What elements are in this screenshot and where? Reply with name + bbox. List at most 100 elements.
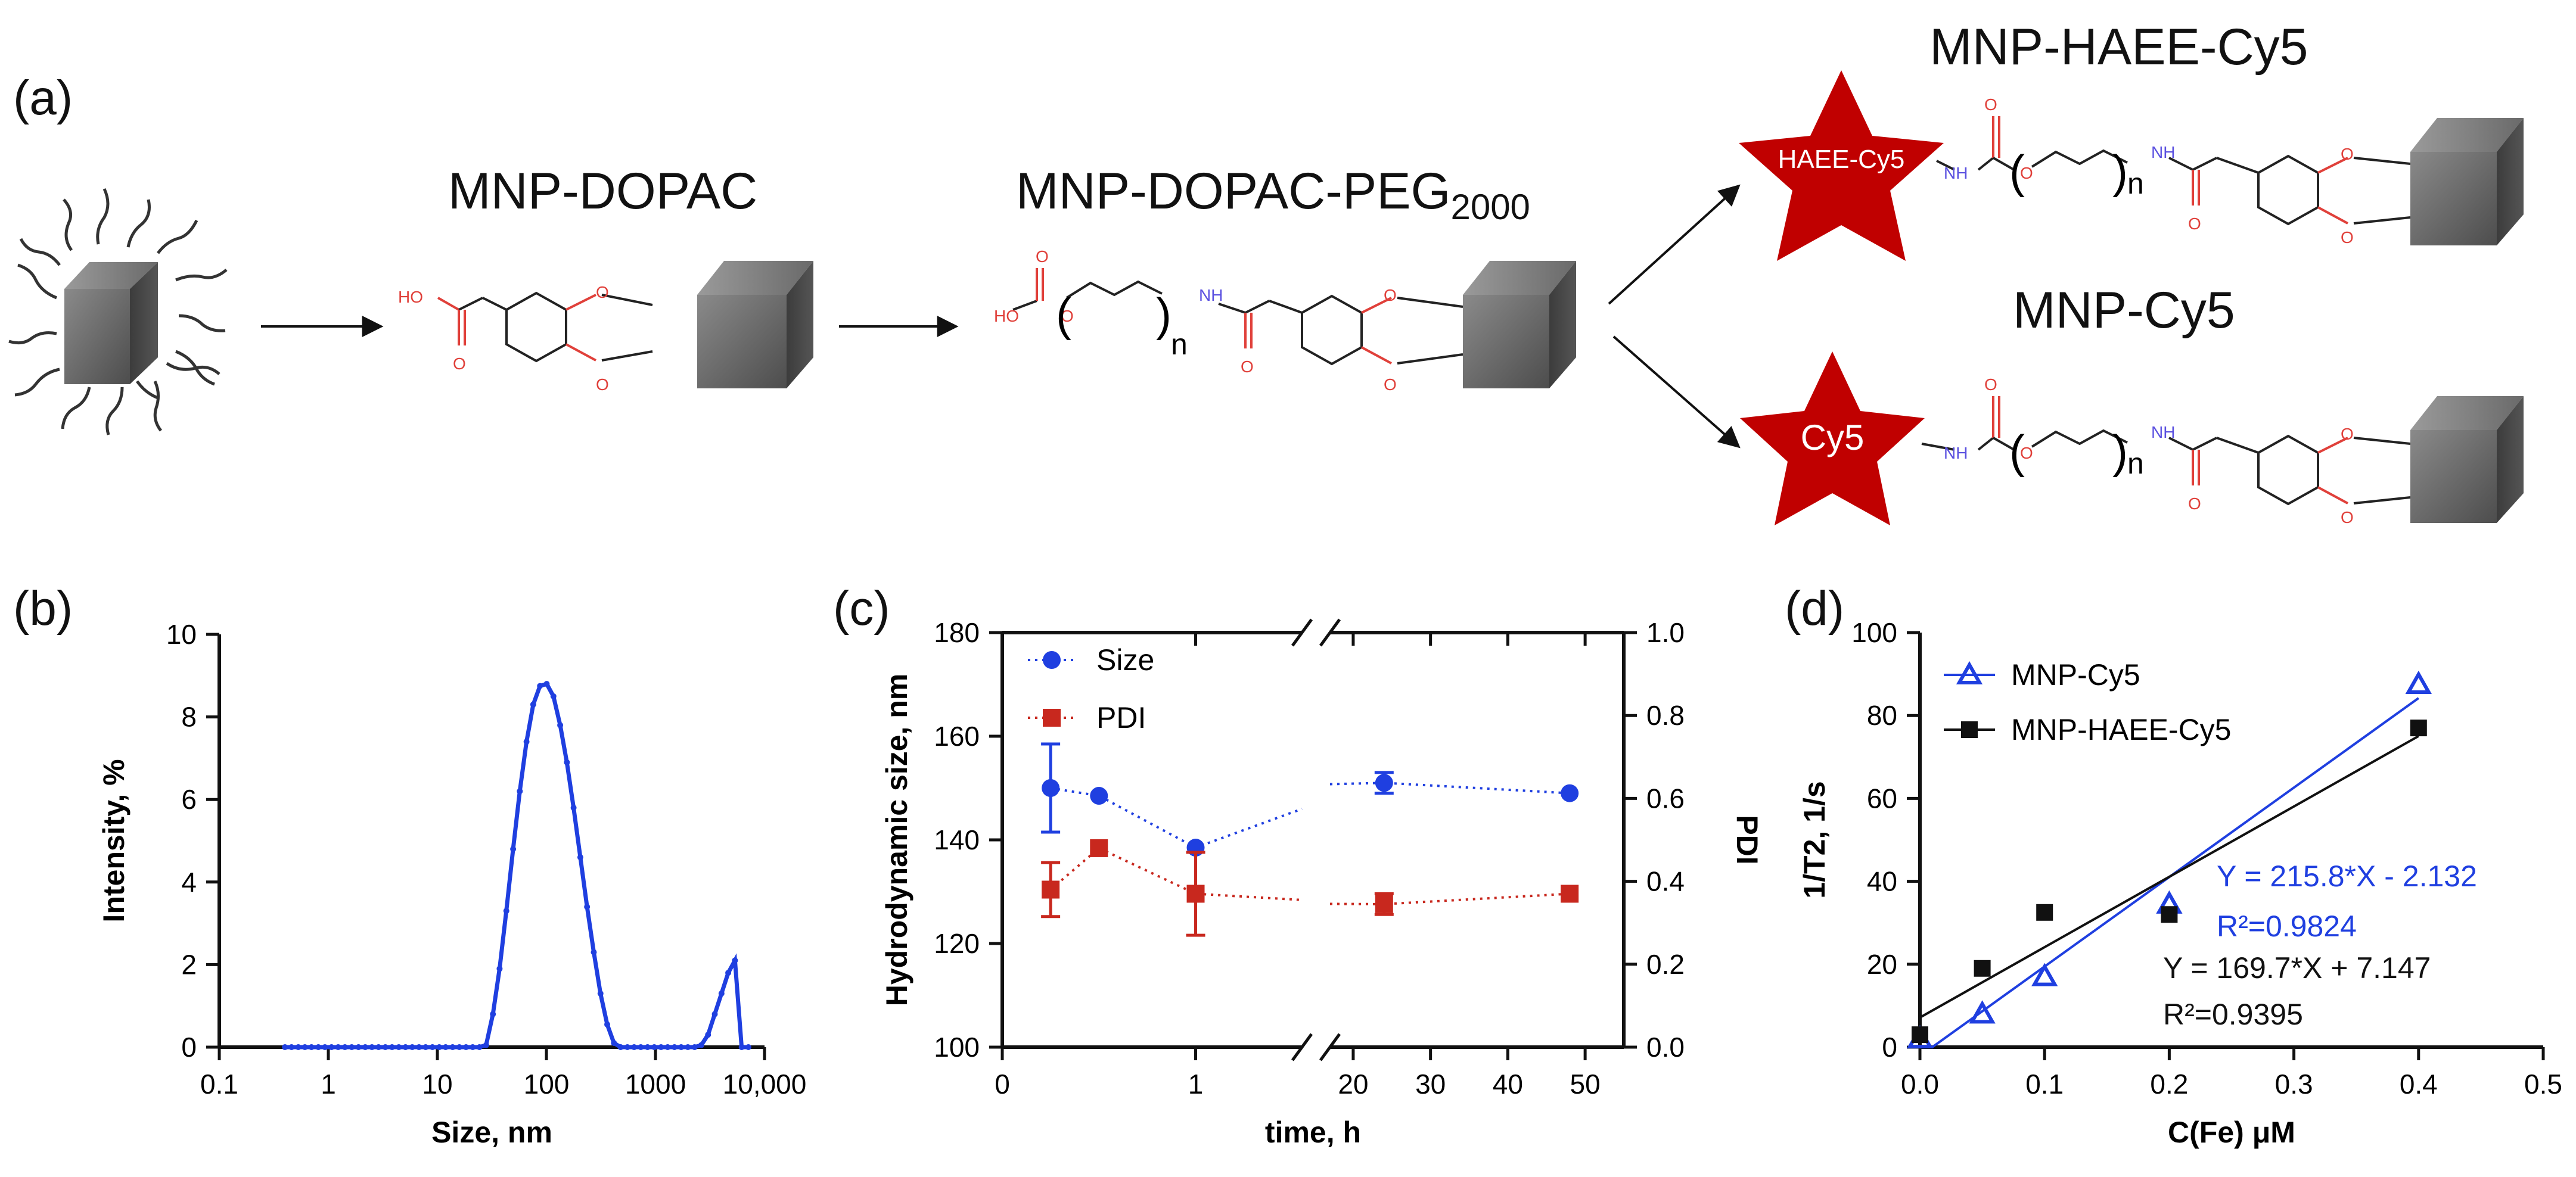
legend-marker-size: [1043, 651, 1061, 669]
y-axis-title: Intensity, %: [97, 759, 130, 922]
x-tick-label: 0.0: [1901, 1069, 1939, 1100]
x-tick-label: 0.5: [2524, 1069, 2562, 1100]
y-tick-label-right: 0.2: [1646, 949, 1685, 980]
data-point-pdi: [1186, 885, 1205, 903]
data-point: [617, 1044, 624, 1050]
data-point: [483, 1042, 489, 1048]
data-point-size: [1042, 779, 1060, 797]
y-tick-label: 60: [1867, 783, 1897, 814]
paren-open-3: (: [2009, 425, 2025, 478]
y-tick-label: 4: [181, 867, 197, 898]
data-point: [322, 1044, 328, 1050]
data-point: [476, 1044, 483, 1050]
series-line-intensity: [285, 681, 748, 1050]
data-point: [705, 1032, 711, 1038]
data-point: [678, 1044, 685, 1050]
legend-label-size: Size: [1096, 643, 1154, 677]
compound-title-mnp-dopac: MNP-DOPAC: [448, 163, 758, 220]
data-point-mnp-haee-cy5: [1974, 960, 1991, 977]
mnp-dopac-structure: [437, 291, 653, 363]
data-point: [651, 1044, 657, 1050]
atom-o-14: O: [1984, 375, 1997, 394]
data-point: [732, 957, 738, 964]
atom-ho-1: HO: [398, 288, 423, 306]
compound-title-mnp-dopac-peg: MNP-DOPAC-PEG2000: [1016, 162, 1530, 228]
cube-1: [697, 261, 813, 388]
y-axis-title-left: Hydrodynamic size, nm: [880, 674, 913, 1007]
data-point: [396, 1044, 402, 1050]
atom-o-11: O: [2188, 214, 2201, 233]
fit-line-mnp-haee-cy5: [1919, 735, 2419, 1019]
data-point: [564, 759, 570, 765]
data-point: [631, 1044, 638, 1050]
x-tick-label: 100: [524, 1069, 570, 1100]
data-point: [416, 1044, 422, 1050]
data-point: [691, 1044, 698, 1050]
atom-o-3: O: [596, 375, 609, 394]
subscript-n-2: n: [2127, 167, 2144, 200]
y-tick-label-right: 0.0: [1646, 1032, 1685, 1063]
data-point-size: [1375, 774, 1393, 792]
atom-o-9: O: [1984, 95, 1997, 114]
axis-break-mark: [1319, 618, 1341, 647]
atom-o-5: O: [1061, 307, 1074, 325]
data-point-size: [1090, 787, 1108, 805]
data-point: [664, 1044, 671, 1050]
y-tick-label: 100: [1851, 617, 1897, 648]
data-point: [402, 1044, 409, 1050]
atom-nh-5: NH: [2151, 423, 2175, 441]
y-tick-label: 0: [181, 1032, 197, 1063]
legend-label-mnp-haee-cy5: MNP-HAEE-Cy5: [2011, 713, 2231, 746]
cube-4: [2410, 396, 2524, 523]
data-point: [711, 1011, 718, 1017]
legend-label-mnp-cy5: MNP-Cy5: [2011, 658, 2140, 692]
x-tick-label: 0.2: [2150, 1069, 2188, 1100]
panel-label-d: (d): [1785, 581, 1845, 636]
data-point: [362, 1044, 368, 1050]
x-tick-label: 0.1: [2025, 1069, 2064, 1100]
atom-o-13: O: [2341, 228, 2354, 247]
data-point-size: [1186, 839, 1205, 857]
x-tick-label: 30: [1415, 1069, 1446, 1100]
atom-o-18: O: [2341, 508, 2354, 527]
data-point: [530, 701, 536, 708]
paren-open-2: (: [2009, 145, 2025, 198]
data-point-size: [1561, 784, 1579, 802]
data-point: [543, 681, 550, 687]
data-point-mnp-cy5: [1906, 1025, 1934, 1049]
mnp-haee-cy5-structure: [1936, 116, 2411, 226]
axis-break-mark: [1291, 1033, 1313, 1061]
data-point: [725, 970, 732, 976]
data-point: [550, 693, 557, 699]
data-point: [456, 1044, 462, 1050]
data-point: [375, 1044, 382, 1050]
data-point: [282, 1044, 288, 1050]
y-tick-label-left: 180: [934, 617, 980, 648]
data-point: [604, 1021, 611, 1027]
data-point: [429, 1044, 436, 1050]
atom-nh-1: NH: [1199, 286, 1223, 304]
paren-open-1: (: [1056, 288, 1071, 341]
data-point: [341, 1044, 348, 1050]
axis-break-mark: [1319, 1033, 1341, 1061]
data-point-mnp-cy5: [2405, 670, 2432, 694]
x-tick-label: 40: [1493, 1069, 1523, 1100]
y-tick-label: 10: [166, 619, 197, 650]
data-point: [557, 722, 564, 728]
x-tick-label: 50: [1570, 1069, 1601, 1100]
legend-marker-pdi: [1043, 709, 1061, 727]
atom-o-8: O: [1384, 375, 1397, 394]
paren-close-2: ): [2112, 145, 2128, 198]
series-line-pdi: [1049, 846, 1303, 901]
atom-ho-2: HO: [994, 307, 1019, 325]
data-point: [624, 1044, 630, 1050]
data-point-mnp-cy5: [2156, 890, 2183, 914]
x-tick-label: 1: [1188, 1069, 1204, 1100]
data-point: [698, 1042, 704, 1048]
data-point: [302, 1044, 308, 1050]
axis-break-mark: [1291, 618, 1313, 647]
data-point-mnp-haee-cy5: [2410, 720, 2427, 737]
data-point: [577, 854, 583, 861]
data-point: [644, 1044, 651, 1050]
atom-nh-4: NH: [1944, 444, 1968, 462]
